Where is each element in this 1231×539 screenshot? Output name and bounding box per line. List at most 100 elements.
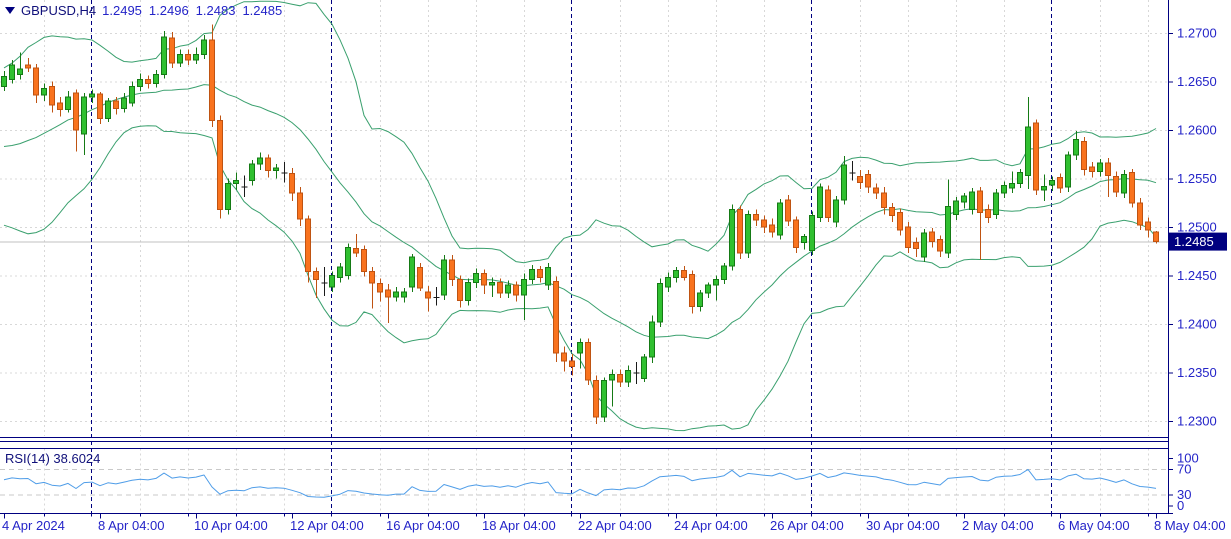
candle-up: [625, 365, 631, 388]
candle-body: [161, 36, 167, 76]
time-tick-label: 10 Apr 04:00: [194, 518, 268, 533]
candle-body: [57, 102, 63, 111]
candle-up: [1065, 151, 1071, 193]
time-tick-label: 8 May 04:00: [1154, 518, 1226, 533]
candle-up: [329, 271, 335, 292]
candle-up: [473, 268, 479, 289]
candle-down: [377, 278, 383, 302]
candle-body: [121, 97, 127, 110]
time-tick-label: 18 Apr 04:00: [482, 518, 556, 533]
candle-body: [185, 53, 191, 61]
candle-body: [113, 100, 119, 110]
candle-body: [609, 373, 615, 381]
candle-body: [1033, 122, 1039, 191]
candle-doji: [241, 175, 248, 197]
candle-body: [489, 281, 495, 286]
candle-body: [985, 209, 991, 218]
candle-down: [769, 218, 775, 238]
week-separators: [91, 0, 1052, 514]
candle-body: [17, 68, 23, 76]
candle-doji: [433, 287, 440, 306]
candle-body: [73, 92, 79, 131]
candle-body: [969, 191, 975, 211]
candle-body: [361, 248, 367, 273]
time-tick-label: 8 Apr 04:00: [98, 518, 165, 533]
candle-body: [417, 267, 423, 289]
candle-down: [145, 75, 151, 89]
candle-body: [1017, 172, 1023, 184]
candle-body: [1049, 179, 1055, 186]
candle-body: [473, 273, 479, 283]
price-tick-label: 1.2300: [1177, 414, 1217, 429]
candle-up: [993, 189, 999, 220]
candle-up: [129, 81, 135, 107]
candle-down: [1153, 230, 1159, 244]
candle-up: [817, 183, 823, 223]
candle-body: [937, 239, 943, 252]
candle-up: [257, 152, 263, 170]
candle-down: [865, 169, 871, 194]
candle-body: [657, 282, 663, 323]
rsi-line: [3, 468, 1157, 498]
candle-body: [921, 232, 927, 258]
candle-down: [1033, 119, 1039, 195]
candle-body: [233, 179, 239, 184]
candle-up: [729, 204, 735, 271]
candle-body: [785, 199, 791, 222]
candle-body: [993, 192, 999, 215]
candle-down: [689, 270, 695, 314]
time-tick-label: 16 Apr 04:00: [386, 518, 460, 533]
candle-body: [585, 341, 591, 381]
candle-down: [449, 255, 455, 287]
candle-body: [97, 93, 103, 119]
candle-down: [753, 209, 759, 227]
candle-down: [681, 265, 687, 281]
candle-up: [1017, 168, 1023, 189]
candle-body: [561, 352, 567, 362]
rsi-scale-label: 30: [1177, 487, 1191, 502]
candle-up: [921, 228, 927, 262]
candle-down: [1089, 162, 1095, 178]
candle-up: [841, 156, 847, 205]
candle-body: [297, 192, 303, 220]
candle-down: [57, 97, 63, 117]
candle-up: [161, 31, 167, 79]
candle-body: [1081, 141, 1087, 171]
rsi-scale-label: 0: [1177, 498, 1184, 513]
price-tick-label: 1.2450: [1177, 268, 1217, 283]
candle-body: [705, 284, 711, 294]
candle-down: [385, 284, 391, 324]
candle-body: [553, 280, 559, 354]
candle-up: [961, 193, 967, 209]
candle-body: [1129, 172, 1135, 204]
candle-body: [841, 164, 847, 201]
candle-down: [737, 205, 743, 260]
candle-body: [345, 246, 351, 276]
candle-up: [1073, 130, 1079, 161]
candle-body: [649, 321, 655, 358]
candle-body: [673, 270, 679, 278]
candle-up: [745, 210, 751, 259]
candle-down: [305, 215, 311, 283]
candle-up: [665, 272, 671, 292]
candle-body: [913, 242, 919, 249]
candle-up: [137, 73, 143, 92]
candle-body: [353, 247, 359, 254]
bollinger-middle-band-line: [3, 84, 1157, 340]
candle-up: [953, 196, 959, 221]
candle-body: [217, 119, 223, 210]
candle-body: [1009, 182, 1015, 189]
candle-down: [49, 81, 55, 113]
candle-body: [713, 278, 719, 286]
time-tick-label: 26 Apr 04:00: [770, 518, 844, 533]
candle-body: [9, 64, 15, 80]
candle-down: [889, 202, 895, 223]
candle-up: [521, 273, 527, 321]
candle-up: [969, 188, 975, 215]
candle-body: [793, 219, 799, 248]
candle-down: [1145, 217, 1151, 238]
candle-body: [193, 53, 199, 61]
candle-down: [353, 233, 359, 258]
